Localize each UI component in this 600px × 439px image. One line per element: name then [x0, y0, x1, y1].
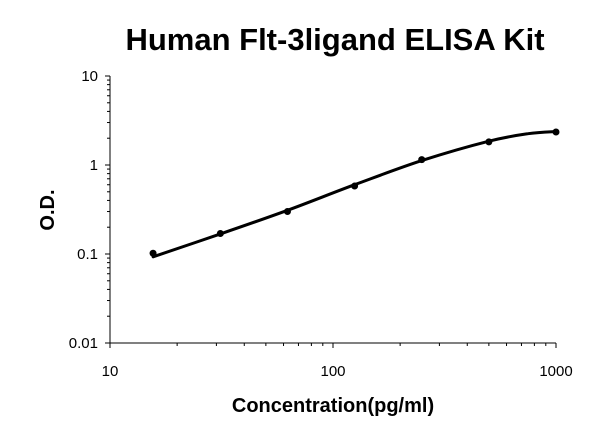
x-tick-label: 100 [320, 363, 345, 380]
y-tick-label: 1 [90, 157, 98, 174]
plot-area: 0.01 0.1 1 10 10 100 1000 [69, 68, 573, 380]
y-ticks: 0.01 0.1 1 10 [69, 68, 110, 352]
y-tick-label: 0.01 [69, 335, 98, 352]
data-point [216, 229, 224, 237]
y-tick-label: 10 [81, 68, 98, 85]
data-point [418, 156, 426, 164]
data-point [351, 182, 359, 190]
data-point [283, 208, 291, 216]
data-point [149, 249, 157, 257]
fit-curve [151, 130, 558, 259]
x-tick-label: 1000 [539, 363, 572, 380]
y-tick-label: 0.1 [77, 246, 98, 263]
x-axis-title: Concentration(pg/ml) [232, 395, 434, 417]
x-tick-label: 10 [102, 363, 119, 380]
data-point [485, 138, 493, 146]
x-ticks: 10 100 1000 [102, 343, 573, 380]
y-axis-title: O.D. [37, 189, 59, 230]
chart-title: Human Flt-3ligand ELISA Kit [125, 22, 544, 57]
data-point [552, 128, 560, 136]
data-points [149, 128, 560, 257]
